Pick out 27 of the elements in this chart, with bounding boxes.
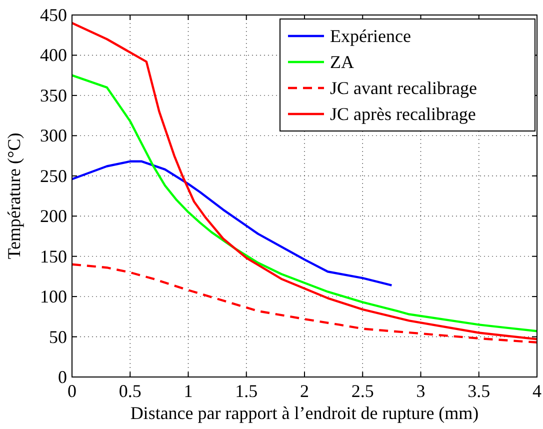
legend-label: Expérience bbox=[330, 26, 411, 46]
x-tick-label: 1 bbox=[184, 381, 193, 401]
line-series bbox=[70, 22, 538, 340]
y-tick-label: 200 bbox=[40, 206, 67, 226]
y-tick-label: 450 bbox=[40, 5, 67, 25]
x-tick-label: 2 bbox=[300, 381, 309, 401]
y-tick-label: 250 bbox=[40, 166, 67, 186]
y-tick-label: 150 bbox=[40, 246, 67, 266]
y-tick-label: 50 bbox=[49, 326, 67, 347]
x-tick-label: 0.5 bbox=[118, 381, 142, 401]
x-tick-label: 2.5 bbox=[351, 381, 374, 401]
y-axis-title: Température (°C) bbox=[4, 132, 24, 260]
y-tick-label: 0 bbox=[58, 367, 67, 387]
x-axis-title: Distance par rapport à l’endroit de rupture (mm) bbox=[130, 403, 479, 423]
x-tick-label: 3.5 bbox=[468, 381, 490, 401]
line-series bbox=[70, 74, 538, 332]
x-tick-label: 3 bbox=[416, 381, 426, 401]
y-tick-label: 350 bbox=[40, 85, 67, 106]
line-series bbox=[70, 160, 393, 286]
x-tick-label: 1.5 bbox=[235, 381, 258, 401]
legend-label: ZA bbox=[330, 52, 354, 72]
y-tick-label: 400 bbox=[40, 45, 67, 66]
legend-label: JC avant recalibrage bbox=[330, 78, 477, 98]
legend-label: JC après recalibrage bbox=[330, 104, 476, 124]
x-tick-label: 4 bbox=[532, 381, 542, 401]
y-tick-label: 300 bbox=[40, 126, 67, 146]
y-tick-label: 100 bbox=[40, 286, 67, 307]
